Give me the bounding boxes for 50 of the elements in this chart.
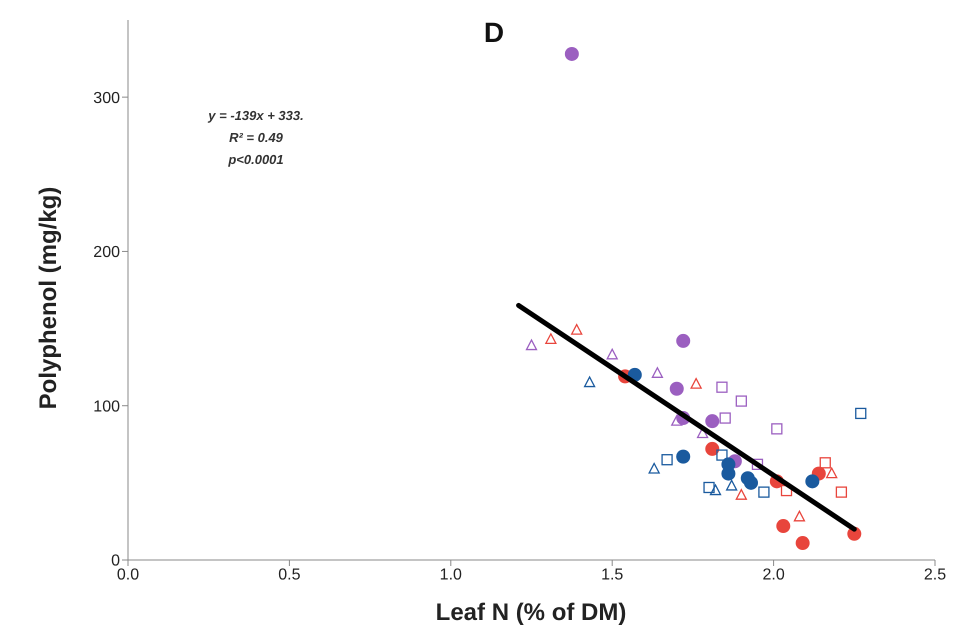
- point: [716, 449, 728, 461]
- point: [726, 480, 738, 491]
- point: [826, 467, 838, 478]
- point: [652, 367, 664, 378]
- x-tick-label: 0.5: [278, 566, 301, 584]
- point: [661, 454, 673, 466]
- point: [794, 510, 806, 522]
- point: [758, 486, 770, 498]
- point: [584, 376, 596, 388]
- point: [670, 382, 684, 396]
- point: [676, 450, 690, 464]
- annotation: p<0.0001: [227, 152, 284, 167]
- point: [805, 474, 820, 488]
- point: [771, 423, 782, 435]
- chart-title: D: [484, 17, 504, 48]
- point: [721, 466, 736, 481]
- y-tick-label: 100: [93, 398, 120, 416]
- point: [796, 536, 810, 550]
- x-axis-title: Leaf N (% of DM): [436, 599, 626, 626]
- point: [606, 348, 618, 360]
- point: [776, 519, 790, 534]
- point: [736, 489, 747, 500]
- point: [690, 378, 702, 389]
- point: [710, 484, 722, 496]
- point: [676, 334, 690, 348]
- x-tick-label: 2.5: [924, 566, 946, 584]
- point: [526, 339, 538, 350]
- point: [703, 482, 715, 494]
- point: [705, 414, 720, 428]
- y-axis-title: Polyphenol (mg/kg): [35, 186, 62, 410]
- point: [648, 462, 660, 474]
- point: [716, 382, 728, 393]
- annotation: R² = 0.49: [229, 130, 284, 145]
- x-tick-label: 1.0: [440, 566, 462, 584]
- point: [571, 324, 582, 335]
- y-tick-label: 200: [93, 244, 120, 262]
- point: [720, 412, 731, 424]
- point: [820, 457, 831, 468]
- point: [564, 46, 579, 61]
- point: [705, 442, 720, 456]
- point: [855, 408, 866, 420]
- point: [671, 414, 682, 426]
- y-tick-label: 300: [93, 90, 120, 107]
- point: [736, 395, 747, 407]
- annotation: y = -139x + 333.: [207, 108, 304, 123]
- point: [545, 333, 557, 344]
- x-tick-label: 2.0: [762, 566, 785, 584]
- point: [744, 476, 758, 490]
- point: [836, 486, 848, 498]
- x-tick-label: 1.5: [601, 566, 624, 584]
